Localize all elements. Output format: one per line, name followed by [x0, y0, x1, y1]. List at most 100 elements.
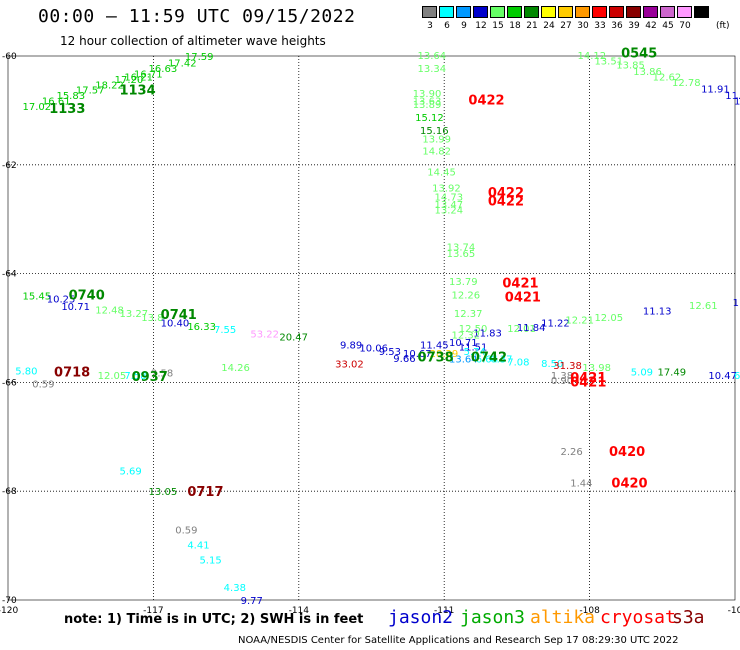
wave-height-value: 13.34	[418, 64, 447, 75]
wave-height-value: 16.63	[149, 64, 178, 75]
wave-height-value: 2.26	[561, 447, 583, 458]
wave-height-value: 11.51	[459, 342, 488, 353]
pass-time-label: 0422	[488, 186, 524, 201]
wave-height-value: 0.59	[32, 379, 54, 390]
wave-height-value: 11.	[734, 97, 740, 108]
latitude-tick-label: -66	[2, 378, 17, 388]
wave-height-value: 6	[734, 371, 740, 382]
wave-height-value: 8.50	[541, 359, 563, 370]
wave-height-value: 10.71	[61, 302, 90, 313]
legend-label: 6	[444, 21, 450, 31]
wave-height-value: 14.73	[435, 192, 464, 203]
wave-height-value: 6.64	[476, 354, 498, 365]
legend-swatch	[439, 6, 454, 18]
wave-height-value: 14.45	[427, 167, 456, 178]
wave-height-value: 20.47	[279, 333, 308, 344]
wave-height-value: 10.06	[359, 344, 388, 355]
pass-time-label: 0420	[611, 476, 647, 491]
wave-height-value: 0.90	[551, 376, 573, 387]
pass-time-label: 0741	[161, 308, 197, 323]
wave-height-value: 12.01	[507, 324, 536, 335]
wave-height-value: 13.99	[422, 135, 451, 146]
pass-time-label: 0545	[621, 47, 657, 62]
legend-label: 70	[679, 21, 691, 31]
wave-height-value: 17.20	[115, 75, 144, 86]
legend-label: 36	[611, 21, 623, 31]
wave-height-value: 13.65	[447, 249, 476, 260]
pass-time-label: 0421	[505, 290, 541, 305]
wave-height-value: 5.80	[15, 366, 37, 377]
wave-height-value: 17.49	[657, 368, 686, 379]
wave-height-value: 9.89	[340, 340, 362, 351]
pass-time-label: 0422	[488, 195, 524, 210]
pass-time-label: 0421	[570, 371, 606, 386]
longitude-tick-label: -108	[579, 606, 600, 616]
legend-swatch	[490, 6, 505, 18]
satellite-name: altika	[530, 607, 596, 628]
wave-height-value: 7.55	[214, 325, 236, 336]
wave-height-value: 12.32	[451, 331, 480, 342]
wave-height-value: 18.22	[95, 80, 124, 91]
pass-time-label: 0421	[502, 276, 538, 291]
wave-height-value: 12.37	[454, 309, 483, 320]
legend-label: 27	[560, 21, 572, 31]
legend-swatch	[422, 6, 437, 18]
satellite-name: s3a	[672, 607, 705, 628]
wave-height-value: 1.44	[570, 478, 592, 489]
pass-time-label: 0937	[132, 370, 168, 385]
wave-height-value: 4.41	[187, 541, 209, 552]
legend-swatch	[524, 6, 539, 18]
wave-height-value: 13.98	[582, 363, 611, 374]
pass-time-label: 0717	[187, 485, 223, 500]
wave-height-value: 9.77	[241, 596, 263, 607]
legend-unit-label: (ft)	[716, 21, 730, 31]
wave-height-value: 10.25	[47, 295, 76, 306]
wave-height-value: 13.05	[149, 487, 178, 498]
wave-height-value: 13.79	[449, 277, 478, 288]
wave-height-value: 13.64	[449, 354, 478, 365]
wave-height-value: 10.71	[449, 338, 478, 349]
legend-swatch	[473, 6, 488, 18]
wave-height-value: 13.51	[594, 56, 623, 67]
legend-label: 39	[628, 21, 640, 31]
latitude-tick-label: -62	[2, 161, 17, 171]
legend-label: 30	[577, 21, 589, 31]
legend-swatch	[677, 6, 692, 18]
wave-height-value: 9.53	[379, 347, 401, 358]
map-frame	[7, 55, 736, 601]
pass-time-label: 0422	[468, 94, 504, 109]
wave-height-value: 11.91	[701, 85, 730, 96]
credit-line: NOAA/NESDIS Center for Satellite Applica…	[238, 635, 679, 646]
longitude-tick-label: -114	[289, 606, 310, 616]
legend-label: 15	[492, 21, 504, 31]
legend-label: 3	[427, 21, 433, 31]
wave-height-value: 12.50	[459, 324, 488, 335]
wave-height-value: 12.05	[98, 371, 127, 382]
wave-height-value: 33.02	[335, 359, 364, 370]
wave-height-value: 16.21	[124, 73, 153, 84]
legend-label: 21	[526, 21, 538, 31]
wave-height-value: 11.13	[643, 307, 672, 318]
wave-height-value: 15.83	[56, 91, 85, 102]
map-title: 00:00 – 11:59 UTC 09/15/2022	[38, 6, 356, 27]
wave-height-value: 1.38	[551, 371, 573, 382]
legend-swatch	[541, 6, 556, 18]
wave-height-value: 13.92	[432, 184, 461, 195]
wave-height-value: 12.78	[672, 78, 701, 89]
wave-height-value: 17.42	[168, 59, 197, 70]
wave-height-value: 13.89	[413, 100, 442, 111]
wave-height-value: 11.54	[725, 91, 740, 102]
longitude-tick-label: -117	[143, 606, 163, 616]
pass-time-label: 0740	[69, 288, 105, 303]
pass-time-label: 0420	[609, 445, 645, 460]
wave-height-value: 12.61	[689, 301, 718, 312]
pass-time-label: 0738	[418, 350, 454, 365]
wave-height-value: 11.83	[473, 328, 502, 339]
wave-height-value: 12.62	[653, 73, 682, 84]
legend-label: 42	[645, 21, 657, 31]
wave-height-value: 13.47	[435, 200, 464, 211]
wave-height-value: 15.12	[415, 113, 444, 124]
legend-swatch	[643, 6, 658, 18]
legend-label: 18	[509, 21, 521, 31]
wave-height-value: 16.71	[134, 69, 163, 80]
